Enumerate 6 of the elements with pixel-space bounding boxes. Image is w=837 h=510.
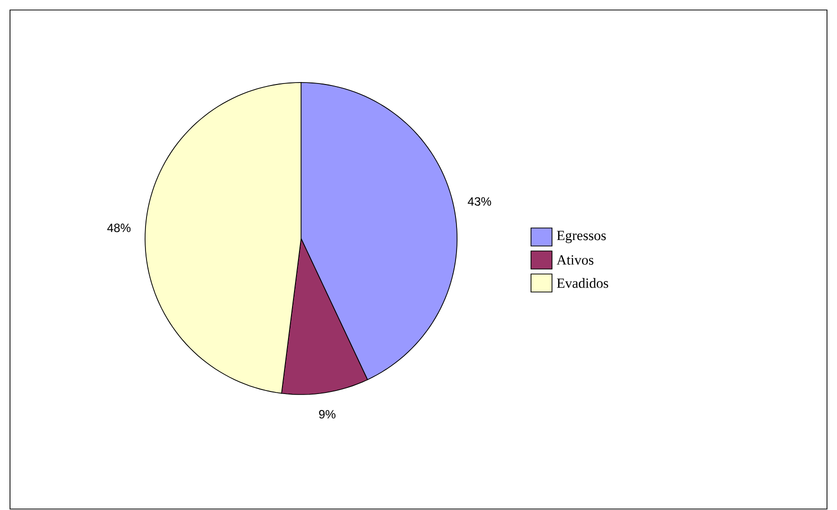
legend-label: Egressos: [556, 230, 606, 244]
legend-label: Evadidos: [556, 278, 608, 288]
data-label: 9%: [319, 410, 336, 419]
data-label: 43%: [468, 197, 492, 206]
legend-label: Ativos: [556, 255, 594, 265]
data-label: 48%: [107, 224, 131, 232]
